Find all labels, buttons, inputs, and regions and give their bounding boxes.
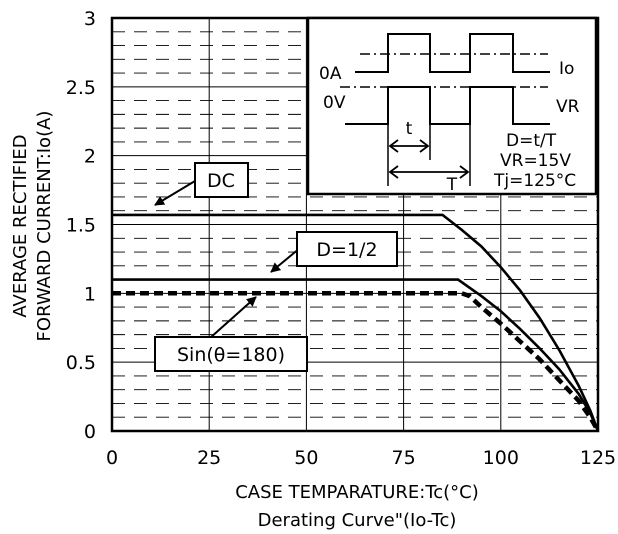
callout-d-half-box <box>296 231 398 267</box>
inset-waveform: 0A Io 0V VR t T D=t/T VR=15V Tj=125°C <box>306 16 598 196</box>
inset-eq-d: D=t/T <box>506 131 557 151</box>
x-tick-label: 125 <box>580 447 616 469</box>
inset-label-0v: 0V <box>323 93 346 113</box>
inset-frame <box>306 16 598 196</box>
chart-caption: Derating Curve"(Io-Tc) <box>258 510 457 531</box>
voltage-waveform <box>345 86 550 125</box>
callout-d-half-arrow <box>270 247 301 273</box>
y-axis-title-line1: AVERAGE RECTIFIED <box>10 134 31 317</box>
y-tick-label: 2 <box>84 146 96 168</box>
y-tick-label: 1.5 <box>66 215 96 237</box>
callout-sin-arrow <box>209 296 257 339</box>
y-tick-label: 2.5 <box>66 77 96 99</box>
series-line-0 <box>112 213 600 432</box>
inset-label-0a: 0A <box>319 64 342 84</box>
series-layer <box>112 213 600 433</box>
current-waveform <box>355 33 550 73</box>
y-tick-label: 3 <box>84 8 96 30</box>
inset-label-vr: VR <box>556 97 580 117</box>
callout-sin-label: Sin(θ=180) <box>177 344 285 366</box>
y-tick-label: 0 <box>84 421 96 443</box>
y-axis-title-line2: FORWARD CURRENT:Io(A) <box>34 111 55 342</box>
callout-d-half: D=1/2 <box>270 231 398 273</box>
x-tick-label: 100 <box>483 447 519 469</box>
y-tick-label: 0.5 <box>66 352 96 374</box>
y-tick-label: 1 <box>84 283 96 305</box>
callout-dc: DC <box>154 162 249 206</box>
callout-dc-arrow <box>154 177 201 206</box>
series-line-2 <box>112 291 600 433</box>
tick-labels: 0 25 50 75 100 125 0 0.5 1 1.5 2 2.5 3 <box>66 8 616 469</box>
series-line-1 <box>112 278 600 432</box>
inset-eq-vr: VR=15V <box>500 151 571 171</box>
callout-dc-label: DC <box>207 170 235 192</box>
inset-label-t: t <box>406 119 413 139</box>
dim-t-arrows <box>388 139 430 153</box>
x-axis-title: CASE TEMPARATURE:Tc(°C) <box>235 482 479 503</box>
callout-dc-box <box>194 162 249 198</box>
x-tick-label: 50 <box>294 447 318 469</box>
dim-T-arrows <box>388 165 470 179</box>
callout-sin-box <box>154 336 308 372</box>
x-tick-label: 75 <box>392 447 416 469</box>
inset-eq-tj: Tj=125°C <box>493 171 576 191</box>
inset-label-T: T <box>446 175 458 195</box>
callout-d-half-label: D=1/2 <box>316 239 377 261</box>
callout-sin: Sin(θ=180) <box>154 296 308 372</box>
x-tick-label: 0 <box>106 447 118 469</box>
x-tick-label: 25 <box>197 447 221 469</box>
inset-label-io: Io <box>559 59 574 79</box>
